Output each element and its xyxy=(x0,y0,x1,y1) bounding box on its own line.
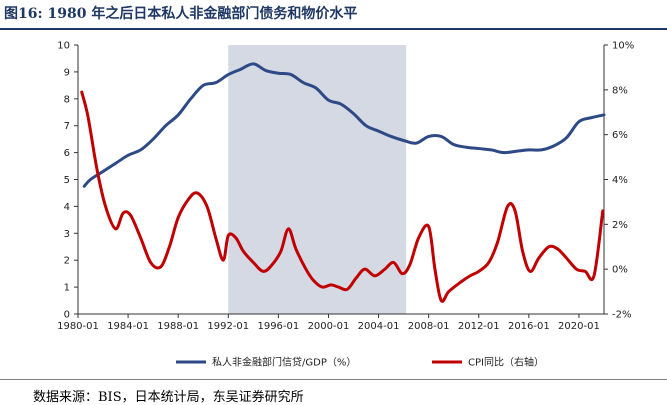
source-note: 数据来源：BIS，日本统计局，东吴证券研究所 xyxy=(33,390,304,405)
x-tick-label: 2016-01 xyxy=(508,321,550,332)
legend-credit-label: 私人非金融部门信贷/GDP（%） xyxy=(212,356,356,369)
credit-gdp-line xyxy=(82,62,606,188)
right-tick-label: 8% xyxy=(612,85,628,96)
right-tick-label: 10% xyxy=(612,41,634,52)
figure-title: 图16: 1980 年之后日本私人非金融部门债务和物价水平 xyxy=(4,6,358,22)
x-tick-label: 1988-01 xyxy=(157,321,199,332)
left-tick-label: 6 xyxy=(64,148,70,159)
left-tick-label: 10 xyxy=(57,41,70,52)
left-tick-label: 1 xyxy=(64,283,70,294)
x-tick-label: 2020-01 xyxy=(558,321,600,332)
left-tick-label: 7 xyxy=(64,121,70,132)
right-tick-label: -2% xyxy=(612,310,631,321)
left-tick-label: 2 xyxy=(64,256,70,267)
cpi-line xyxy=(80,90,605,303)
x-tick-label: 1992-01 xyxy=(207,321,249,332)
x-tick-label: 2012-01 xyxy=(458,321,500,332)
right-tick-label: 2% xyxy=(612,220,628,231)
right-tick-label: 6% xyxy=(612,130,628,141)
left-tick-label: 8 xyxy=(64,94,70,105)
x-tick-label: 2004-01 xyxy=(358,321,400,332)
left-tick-label: 5 xyxy=(64,175,70,186)
chart-svg: 0 1 2 3 4 5 6 7 8 9 10 -2% 0% 2% 4% 6% 8% 10% 1980-01 1984-… xyxy=(57,41,634,369)
x-tick-label: 1996-01 xyxy=(257,321,299,332)
right-tick-label: 0% xyxy=(612,265,628,276)
left-tick-label: 0 xyxy=(64,310,70,321)
left-tick-label: 3 xyxy=(64,229,70,240)
x-tick-label: 1984-01 xyxy=(107,321,149,332)
legend-cpi-label: CPI同比（右轴） xyxy=(468,356,544,369)
source-rule xyxy=(0,379,667,380)
title-rule xyxy=(0,28,667,30)
x-tick-label: 2008-01 xyxy=(408,321,450,332)
x-tick-label: 1980-01 xyxy=(57,321,99,332)
x-tick-label: 2000-01 xyxy=(308,321,350,332)
right-tick-label: 4% xyxy=(612,175,628,186)
left-tick-label: 9 xyxy=(64,67,70,78)
left-tick-label: 4 xyxy=(64,202,70,213)
